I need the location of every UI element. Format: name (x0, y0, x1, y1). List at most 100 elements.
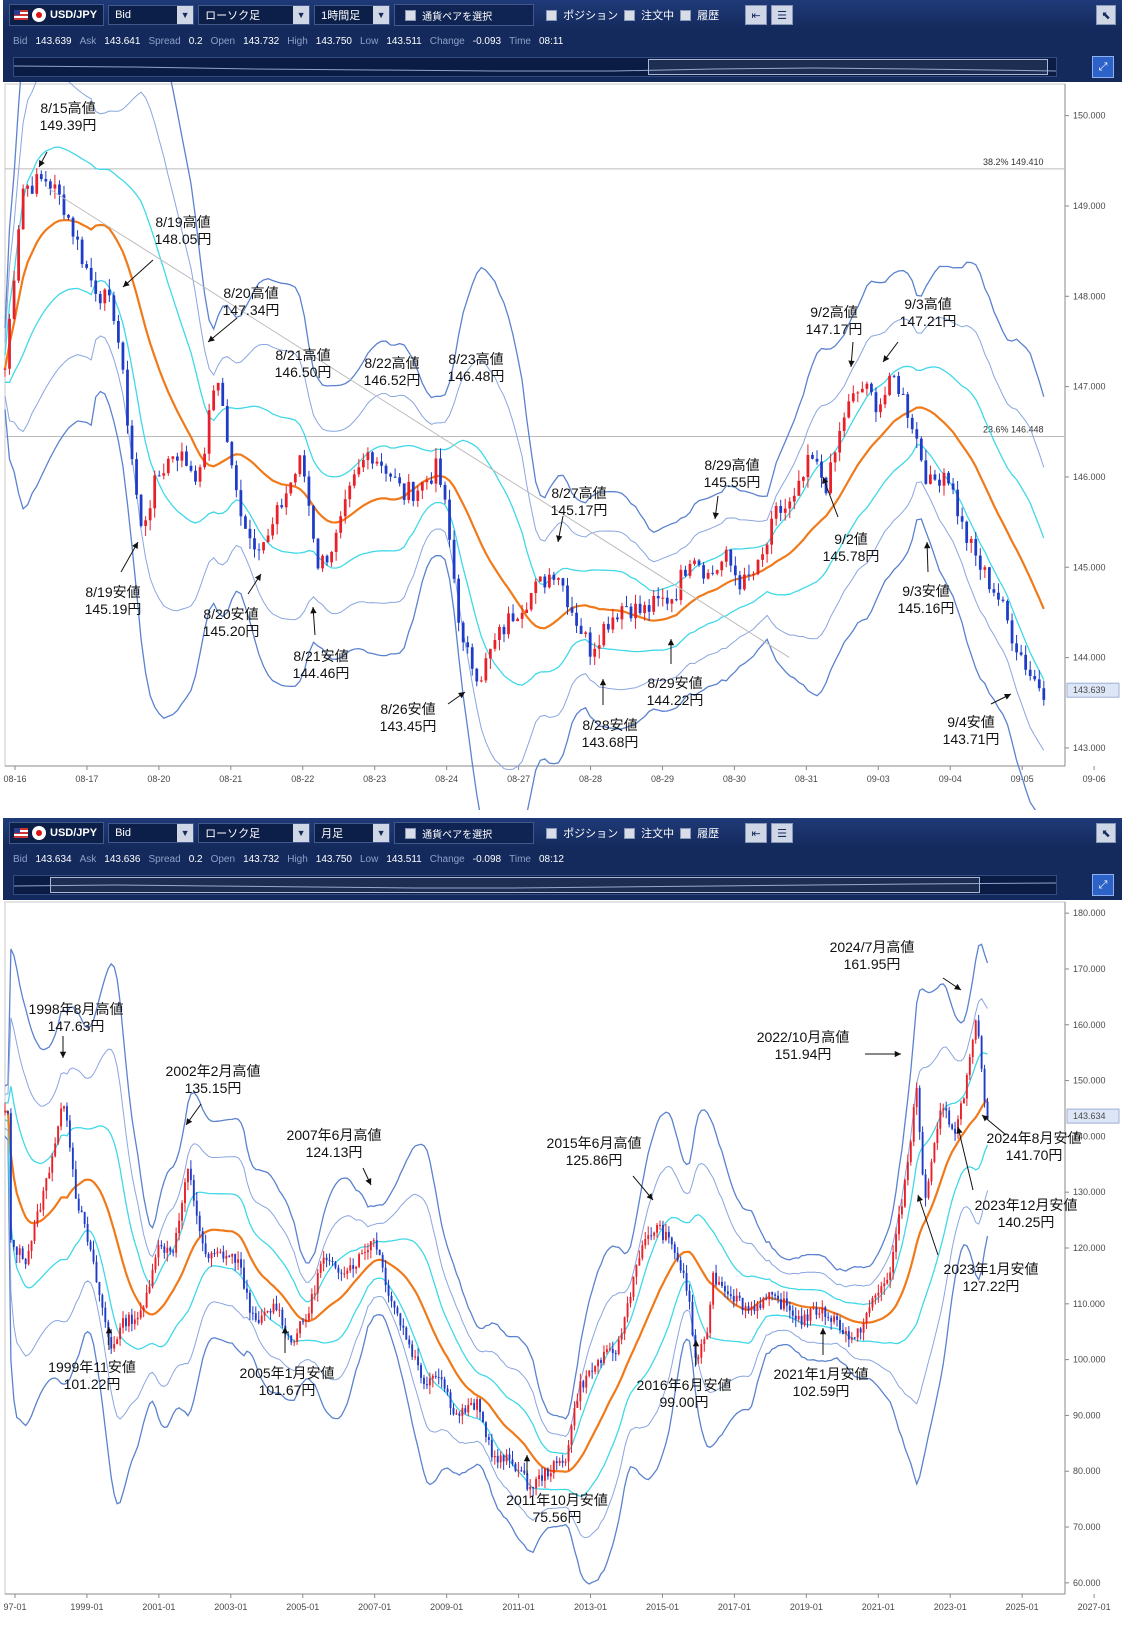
candle-body (425, 480, 429, 483)
candle-body (275, 1303, 278, 1311)
annotation-label: 2023年12月安値 (975, 1197, 1078, 1213)
navigator-window[interactable] (50, 877, 980, 893)
candle-body (216, 1251, 219, 1254)
pair-select-button[interactable]: 通貨ペアを選択 (394, 822, 535, 844)
currency-pair-badge[interactable]: USD/JPY (9, 4, 105, 26)
candle-body (231, 1253, 234, 1257)
candle-body (302, 1321, 304, 1323)
candle-body (933, 1143, 936, 1162)
timeframe-select[interactable]: 1時間足 ▼ (314, 5, 391, 25)
candle-body (688, 1290, 691, 1302)
candle-body (393, 476, 397, 478)
pair-select-button[interactable]: 通貨ペアを選択 (394, 4, 535, 26)
candle-body (298, 455, 302, 475)
candle-body (992, 589, 996, 593)
pair-select-checkbox[interactable] (405, 9, 417, 21)
history-checkbox[interactable] (680, 9, 692, 21)
candle-body (691, 1301, 694, 1336)
candle-body (656, 1224, 659, 1233)
candle-body (66, 1106, 68, 1121)
navigator-track[interactable] (13, 57, 1057, 77)
candle-body (493, 1455, 496, 1458)
position-checkbox[interactable] (546, 827, 558, 839)
candle-body (62, 194, 66, 215)
bollinger-band-lower-2sigma (4, 335, 1045, 771)
candle-body (558, 1460, 561, 1464)
candle-body (254, 1313, 257, 1320)
candle-body (765, 544, 769, 555)
candle-body (616, 617, 619, 620)
candle-body (874, 1295, 877, 1299)
candle-body (841, 1329, 844, 1335)
x-tick-label: 08-23 (363, 774, 386, 784)
candle-body (375, 461, 379, 464)
collapse-arrow-icon[interactable]: ⬉ (1096, 5, 1116, 25)
chart-type-select[interactable]: ローソク足 ▼ (198, 823, 311, 843)
annotation-label: 2023年1月安値 (944, 1261, 1039, 1277)
candle-body (600, 1360, 602, 1363)
candle-body (21, 188, 25, 230)
currency-pair-badge[interactable]: USD/JPY (9, 822, 105, 844)
navigator-track[interactable] (13, 875, 1057, 895)
history-checkbox[interactable] (680, 827, 692, 839)
chart-tools-icon[interactable]: ⇤ (745, 823, 768, 843)
candle-body (407, 481, 411, 500)
candle-body (987, 567, 991, 590)
candle-body (541, 1475, 543, 1481)
candle-body (6, 1111, 9, 1114)
annotation-arrow-head (254, 574, 261, 581)
candle-body (399, 1313, 402, 1326)
chart-type-select[interactable]: ローソク足 ▼ (198, 5, 311, 25)
orders-checkbox[interactable] (624, 827, 636, 839)
annotation-value: 145.17円 (551, 502, 608, 518)
candle-body (638, 603, 642, 614)
candle-body (408, 1339, 411, 1345)
annotation-label: 2015年6月高値 (547, 1135, 642, 1151)
candle-body (95, 1261, 98, 1283)
candle-body (659, 1224, 661, 1226)
x-tick-label: 2027-01 (1078, 1602, 1111, 1612)
candle-body (538, 1475, 540, 1480)
annotation-arrow-head (646, 1193, 653, 1200)
x-tick-label: 2023-01 (934, 1602, 967, 1612)
expand-chart-icon[interactable]: ⤢ (1092, 56, 1114, 78)
candle-body (121, 342, 125, 370)
candle-body (1019, 652, 1023, 655)
candle-body (449, 1392, 452, 1409)
annotation-arrow-head (186, 1118, 193, 1125)
hourly-candlestick-chart[interactable]: 150.000 149.000 148.000 147.000 146.000 145.0… (3, 82, 1122, 810)
candle-body (296, 1333, 299, 1342)
orders-checkbox[interactable] (624, 9, 636, 21)
collapse-arrow-icon[interactable]: ⬉ (1096, 823, 1116, 843)
chart-tools-icon[interactable]: ⇤ (745, 5, 768, 25)
candle-body (98, 293, 102, 304)
chart-settings-icon[interactable]: ☰ (771, 823, 794, 843)
candle-body (924, 1174, 927, 1198)
candle-body (476, 1399, 479, 1410)
candle-body (948, 1110, 951, 1125)
pair-select-checkbox[interactable] (405, 827, 417, 839)
candle-body (915, 429, 919, 439)
candle-body (555, 1461, 558, 1464)
annotation-arrow-head (599, 679, 607, 686)
price-type-select[interactable]: Bid ▼ (108, 5, 195, 25)
price-type-value: Bid (115, 9, 131, 21)
chart-settings-icon[interactable]: ☰ (771, 5, 794, 25)
candle-body (375, 1240, 378, 1250)
navigator-window[interactable] (648, 59, 1048, 75)
annotation-label: 8/19安値 (85, 584, 140, 600)
candle-body (997, 592, 1000, 600)
monthly-candlestick-chart[interactable]: 180.000 170.000 160.000 150.000 140.000 130.0… (3, 900, 1122, 1641)
price-type-select[interactable]: Bid ▼ (108, 823, 195, 843)
position-checkbox[interactable] (546, 9, 558, 21)
candle-body (398, 477, 402, 484)
candle-body (768, 1292, 771, 1300)
candle-body (39, 1209, 42, 1212)
timeframe-select[interactable]: 月足 ▼ (314, 823, 391, 843)
candle-body (239, 490, 243, 517)
candle-body (289, 482, 293, 494)
expand-chart-icon[interactable]: ⤢ (1092, 874, 1114, 896)
candle-body (330, 551, 333, 563)
candle-body (225, 1255, 228, 1259)
candle-body (290, 1335, 293, 1343)
